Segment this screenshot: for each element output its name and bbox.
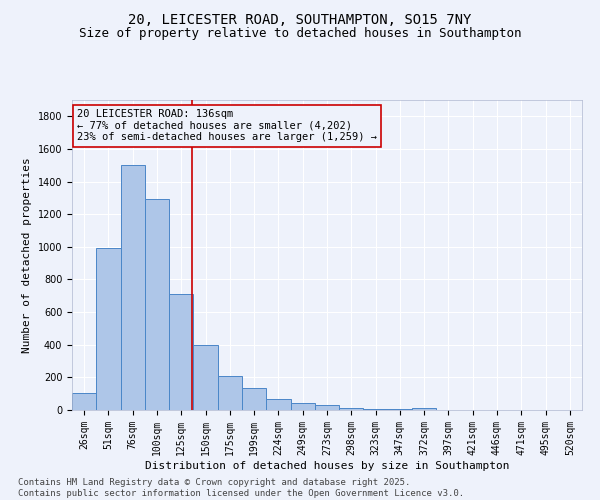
Bar <box>315 405 339 410</box>
Bar <box>388 409 412 410</box>
Bar <box>72 392 96 410</box>
Bar <box>169 294 193 410</box>
Bar <box>266 398 290 410</box>
Bar <box>412 408 436 410</box>
Text: Contains HM Land Registry data © Crown copyright and database right 2025.
Contai: Contains HM Land Registry data © Crown c… <box>18 478 464 498</box>
Bar <box>290 403 315 410</box>
Bar <box>218 376 242 410</box>
Text: 20 LEICESTER ROAD: 136sqm
← 77% of detached houses are smaller (4,202)
23% of se: 20 LEICESTER ROAD: 136sqm ← 77% of detac… <box>77 110 377 142</box>
Bar <box>145 200 169 410</box>
Bar <box>121 165 145 410</box>
Bar <box>339 408 364 410</box>
Bar <box>96 248 121 410</box>
Text: 20, LEICESTER ROAD, SOUTHAMPTON, SO15 7NY: 20, LEICESTER ROAD, SOUTHAMPTON, SO15 7N… <box>128 12 472 26</box>
Text: Size of property relative to detached houses in Southampton: Size of property relative to detached ho… <box>79 28 521 40</box>
X-axis label: Distribution of detached houses by size in Southampton: Distribution of detached houses by size … <box>145 460 509 470</box>
Bar <box>242 388 266 410</box>
Y-axis label: Number of detached properties: Number of detached properties <box>22 157 32 353</box>
Bar <box>193 344 218 410</box>
Bar <box>364 409 388 410</box>
